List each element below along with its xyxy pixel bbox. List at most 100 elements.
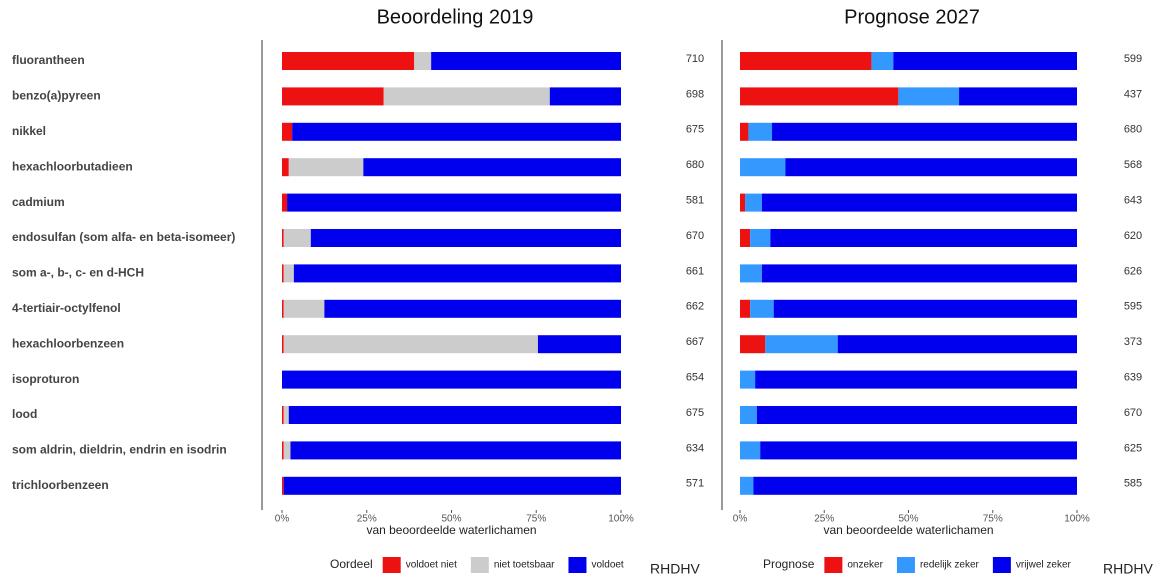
count-label: 661	[686, 265, 704, 277]
count-label: 680	[686, 159, 704, 171]
bar-segment	[287, 193, 621, 212]
bar-segment	[740, 370, 756, 389]
bar-segment	[282, 193, 288, 212]
bar-segment	[770, 229, 1077, 247]
count-label: 585	[1124, 478, 1142, 490]
count-label: 581	[686, 195, 704, 207]
bar-segment	[282, 52, 415, 70]
category-label: cadmium	[12, 195, 65, 209]
legend-title: Prognose	[763, 557, 815, 571]
x-tick-label: 100%	[1064, 514, 1090, 525]
legend-label: vrijwel zeker	[1016, 560, 1072, 571]
bar-segment	[740, 229, 751, 247]
bar-segment	[288, 406, 621, 424]
bar-segment	[761, 264, 1077, 283]
category-label: som aldrin, dieldrin, endrin en isodrin	[12, 443, 227, 457]
watermark: RHDHV	[1103, 561, 1153, 577]
bar-segment	[282, 158, 289, 177]
category-label: hexachloorbenzeen	[12, 336, 124, 350]
legend-swatch	[896, 557, 915, 573]
count-label: 599	[1124, 53, 1142, 65]
bar-segment	[283, 264, 294, 283]
count-label: 626	[1124, 265, 1142, 277]
bar-segment	[871, 52, 894, 70]
count-label: 710	[686, 53, 704, 65]
x-tick-label: 50%	[898, 514, 918, 525]
bar-segment	[282, 299, 284, 318]
bar-segment	[837, 335, 1077, 354]
bar-segment	[898, 87, 960, 106]
bar-segment	[324, 299, 621, 318]
bar-segment	[383, 87, 550, 106]
legend-label: voldoet niet	[406, 560, 457, 571]
bar-segment	[283, 406, 289, 424]
bar-segment	[282, 335, 284, 354]
legend-swatch	[568, 557, 587, 573]
category-label: fluorantheen	[12, 53, 85, 67]
chart-title: Prognose 2027	[844, 6, 980, 28]
bar-segment	[785, 158, 1077, 177]
x-tick-label: 25%	[357, 514, 377, 525]
bar-segment	[740, 299, 751, 318]
bar-segment	[740, 264, 762, 283]
bar-segment	[740, 476, 754, 495]
bar-segment	[959, 87, 1077, 106]
count-label: 675	[686, 124, 704, 136]
legend-label: niet toetsbaar	[494, 560, 555, 571]
bar-segment	[761, 193, 1077, 212]
category-label: 4-tertiair-octylfenol	[12, 301, 121, 315]
bar-segment	[292, 122, 621, 141]
bar-segment	[310, 229, 621, 247]
bar-segment	[282, 229, 284, 247]
count-label: 571	[686, 478, 704, 490]
count-label: 670	[1124, 407, 1142, 419]
bar-segment	[740, 193, 746, 212]
bar-segment	[293, 264, 621, 283]
bar-segment	[363, 158, 621, 177]
bar-segment	[740, 406, 757, 424]
bar-segment	[282, 87, 384, 106]
bar-segment	[282, 122, 293, 141]
bar-segment	[283, 335, 538, 354]
bar-segment	[283, 476, 621, 495]
legend-swatch	[824, 557, 843, 573]
bar-segment	[283, 299, 325, 318]
bar-segment	[756, 406, 1077, 424]
bar-segment	[772, 122, 1077, 141]
bar-segment	[282, 406, 284, 424]
chart-title: Beoordeling 2019	[377, 6, 534, 28]
count-label: 643	[1124, 195, 1142, 207]
bar-segment	[755, 370, 1077, 389]
bar-segment	[283, 229, 311, 247]
bar-segment	[893, 52, 1077, 70]
x-tick-label: 75%	[526, 514, 546, 525]
legend-title: Oordeel	[330, 557, 373, 571]
x-axis-label: van beoordeelde waterlichamen	[823, 523, 993, 537]
bar-segment	[740, 335, 766, 354]
bar-segment	[753, 476, 1077, 495]
count-label: 437	[1124, 88, 1142, 100]
count-label: 625	[1124, 442, 1142, 454]
bar-segment	[740, 158, 786, 177]
bar-segment	[750, 299, 774, 318]
count-label: 667	[686, 336, 704, 348]
count-label: 662	[686, 301, 704, 313]
legend-swatch	[470, 557, 489, 573]
bar-segment	[537, 335, 621, 354]
x-tick-label: 0%	[733, 514, 748, 525]
category-label: nikkel	[12, 124, 46, 138]
watermark: RHDHV	[650, 561, 700, 577]
bar-segment	[283, 441, 291, 460]
bar-segment	[282, 476, 284, 495]
bar-segment	[740, 441, 761, 460]
x-tick-label: 100%	[608, 514, 634, 525]
category-label: endosulfan (som alfa- en beta-isomeer)	[12, 230, 235, 244]
x-tick-label: 50%	[441, 514, 461, 525]
category-label: hexachloorbutadieen	[12, 159, 133, 173]
bar-segment	[750, 229, 771, 247]
category-label: trichloorbenzeen	[12, 478, 109, 492]
x-tick-label: 25%	[814, 514, 834, 525]
bar-segment	[282, 264, 284, 283]
bar-segment	[549, 87, 621, 106]
